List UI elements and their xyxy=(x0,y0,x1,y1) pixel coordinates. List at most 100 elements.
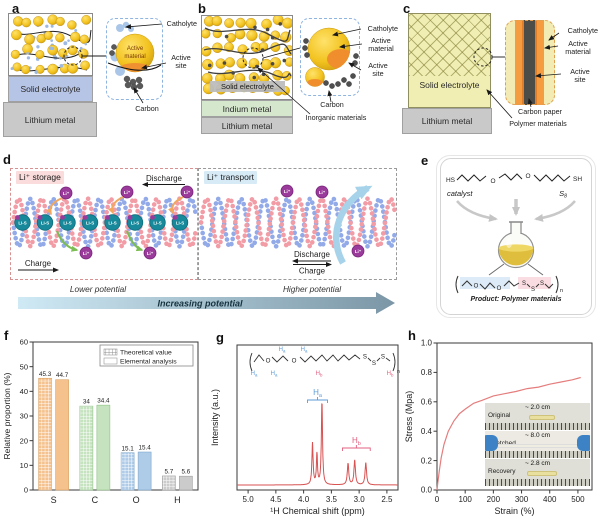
catholyte-label: Catholyte xyxy=(167,19,197,28)
x-tick-label: 100 xyxy=(459,495,473,504)
panel-label-e: e xyxy=(421,153,429,168)
ha-label: Ha xyxy=(271,371,278,377)
o-label: O xyxy=(292,358,297,365)
ruler xyxy=(485,479,590,486)
active-material-label-line2: material xyxy=(124,54,145,60)
y-tick-label: 50 xyxy=(20,362,28,371)
catholyte-label: Catholyte xyxy=(368,24,398,33)
panel-f-bar-chart: 0 10 20 30 40 50 60 Relative proportion (%) S 45.… xyxy=(0,320,205,519)
y-tick-label: 0.2 xyxy=(421,456,433,465)
x-tick-label: 300 xyxy=(515,495,529,504)
s-label: S xyxy=(381,354,385,361)
bar-value-label: 44.7 xyxy=(56,372,69,379)
panel-h-stress-strain: 0.0 0.2 0.4 0.6 0.8 1.0 0 100 200 300 400 500 Strain… xyxy=(400,320,600,519)
polymer-network-hatch xyxy=(409,14,490,76)
lower-potential-label: Lower potential xyxy=(70,284,127,294)
panel-b-lithium-metal-layer: Lithium metal xyxy=(201,117,293,134)
panel-g-nmr: 5.0 4.5 4.0 3.5 3.0 2.5 ¹H Chemical shift (ppm… xyxy=(205,320,400,519)
x-category-label: S xyxy=(51,495,57,505)
bar-value-label: 15.4 xyxy=(138,445,151,452)
ha-label: Ha xyxy=(251,371,258,377)
y-axis-label: Relative proportion (%) xyxy=(2,372,12,459)
lithium-metal-label: Lithium metal xyxy=(24,114,76,125)
legend-theoretical: Theoretical value xyxy=(120,350,172,357)
x-category-label: H xyxy=(174,495,181,505)
catholyte-label: Catholyte xyxy=(568,26,598,35)
bar-S-elemental xyxy=(55,379,69,491)
bar-H-theoretical xyxy=(162,475,176,491)
active-site-label: Active xyxy=(171,53,191,62)
bar-S-theoretical xyxy=(38,377,52,491)
bar-O-theoretical xyxy=(120,452,135,491)
cathode-particles-illustration xyxy=(10,14,92,75)
x-tick-label: 200 xyxy=(487,495,501,504)
y-axis-label: Intensity (a.u.) xyxy=(210,389,220,446)
y-tick-label: 40 xyxy=(20,387,28,396)
lithium-metal-label: Lithium metal xyxy=(221,120,273,131)
active-material-label: Active xyxy=(371,36,391,45)
bar-C-theoretical xyxy=(79,405,94,491)
active-material-label: material xyxy=(368,44,394,53)
y-tick-label: 30 xyxy=(20,412,28,421)
panel-label-h: h xyxy=(408,328,416,343)
panel-c-polymer-electrolyte: Solid electrolyte xyxy=(408,13,491,108)
polymer-sample xyxy=(527,471,557,476)
li-transport-title: Li⁺ transport xyxy=(204,171,258,184)
polymer-sample xyxy=(529,415,555,420)
bar-value-label: 5.6 xyxy=(181,469,190,476)
panel-a-cathode-composite xyxy=(8,13,93,76)
peak-group-label: Hb xyxy=(352,436,361,447)
panel-c-lithium-metal-layer: Lithium metal xyxy=(402,108,492,134)
bar-value-label: 34 xyxy=(83,399,91,406)
lithium-metal-label: Lithium metal xyxy=(421,116,473,126)
glove-left xyxy=(485,435,498,451)
active-site-patch xyxy=(327,49,350,69)
panel-label-g: g xyxy=(216,330,224,345)
peak-bracket xyxy=(307,397,328,403)
x-tick-label: 500 xyxy=(571,495,585,504)
x-axis-label: Strain (%) xyxy=(494,506,534,516)
photo-original: Original ~ 2.0 cm xyxy=(485,403,590,430)
peak-group-label: Ha xyxy=(313,388,323,399)
panel-a-solid-electrolyte-layer: Solid electrolyte xyxy=(8,76,93,102)
increasing-potential-arrow xyxy=(18,292,395,314)
polymer-sample-stretched xyxy=(497,444,579,448)
y-tick-label: 20 xyxy=(20,436,28,445)
carbon-label: Carbon xyxy=(135,104,159,113)
panel-c-zoom-inset xyxy=(505,20,555,105)
polymer-structure-inset: O O S S S n Ha Ha Ha Ha Hb Hb xyxy=(249,347,400,377)
bar-value-label: 5.7 xyxy=(164,468,173,475)
glove-right xyxy=(577,435,590,451)
hb-label: Hb xyxy=(387,371,394,377)
y-tick-label: 10 xyxy=(20,461,28,470)
li-storage-title: Li⁺ storage xyxy=(16,171,64,184)
x-tick-label: 400 xyxy=(543,495,557,504)
indium-metal-label: Indium metal xyxy=(222,103,272,114)
active-material-detail-illustration xyxy=(302,27,359,89)
synthesis-card-rim xyxy=(436,155,596,318)
panel-b-indium-metal-layer: Indium metal xyxy=(201,100,293,117)
panel-label-b: b xyxy=(198,1,206,16)
panel-label-d: d xyxy=(3,152,11,167)
photo-label: Stretched xyxy=(488,440,516,447)
s-label: S xyxy=(372,360,376,367)
active-site-label: Active xyxy=(570,67,590,76)
s-label: S xyxy=(363,354,367,361)
n-label: n xyxy=(397,369,400,375)
polymer-materials-label: Polymer materials xyxy=(509,119,567,128)
ruler xyxy=(485,423,590,430)
stress-strain-chart: 0.0 0.2 0.4 0.6 0.8 1.0 0 100 200 300 400 500 Strain… xyxy=(404,339,593,516)
active-material-detail-illustration: Active material xyxy=(107,21,162,91)
x-tick-label: 5.0 xyxy=(243,495,255,504)
hb-label: Hb xyxy=(316,371,323,377)
solid-electrolyte-label: Solid electrolyte xyxy=(20,84,81,94)
active-material-label-line1: Active xyxy=(127,46,144,52)
y-tick-label: 0.8 xyxy=(421,368,433,377)
carbon-label: Carbon xyxy=(320,100,344,109)
y-tick-label: 0.0 xyxy=(421,486,433,495)
elemental-bar-chart: 0 10 20 30 40 50 60 Relative proportion (%) S 45.… xyxy=(2,338,199,505)
product-label: Product: Polymer materials xyxy=(470,296,562,303)
panel-label-c: c xyxy=(403,1,411,16)
ha-label: Ha xyxy=(301,347,308,353)
